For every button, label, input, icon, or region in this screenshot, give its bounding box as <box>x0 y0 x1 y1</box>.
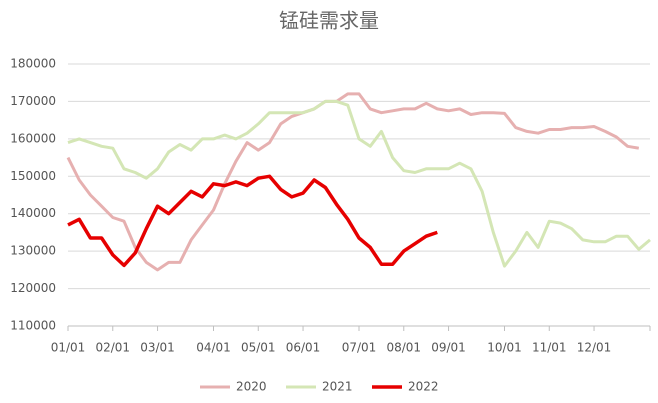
x-tick-label: 03/01 <box>140 341 175 355</box>
y-tick-label: 130000 <box>10 244 56 258</box>
x-tick-label: 09/01 <box>431 341 466 355</box>
x-tick-label: 07/01 <box>342 341 377 355</box>
x-tick-label: 01/01 <box>51 341 86 355</box>
x-tick-label: 12/01 <box>577 341 612 355</box>
legend-label: 2022 <box>408 380 439 394</box>
x-tick-label: 11/01 <box>532 341 567 355</box>
y-tick-label: 140000 <box>10 206 56 220</box>
x-tick-label: 06/01 <box>286 341 321 355</box>
y-tick-label: 180000 <box>10 57 56 71</box>
x-tick-label: 02/01 <box>95 341 130 355</box>
y-tick-label: 110000 <box>10 319 56 333</box>
series-line <box>67 99 651 268</box>
y-tick-label: 150000 <box>10 169 56 183</box>
legend-label: 2021 <box>322 380 353 394</box>
series-line <box>66 92 640 272</box>
y-tick-label: 170000 <box>10 94 56 108</box>
x-tick-label: 05/01 <box>241 341 276 355</box>
y-tick-label: 120000 <box>10 281 56 295</box>
x-tick-label: 04/01 <box>196 341 231 355</box>
legend-label: 2020 <box>236 380 267 394</box>
chart-title: 锰硅需求量 <box>279 9 379 33</box>
x-tick-label: 10/01 <box>487 341 522 355</box>
series-line <box>67 174 438 268</box>
y-tick-label: 160000 <box>10 131 56 145</box>
x-tick-label: 08/01 <box>386 341 421 355</box>
